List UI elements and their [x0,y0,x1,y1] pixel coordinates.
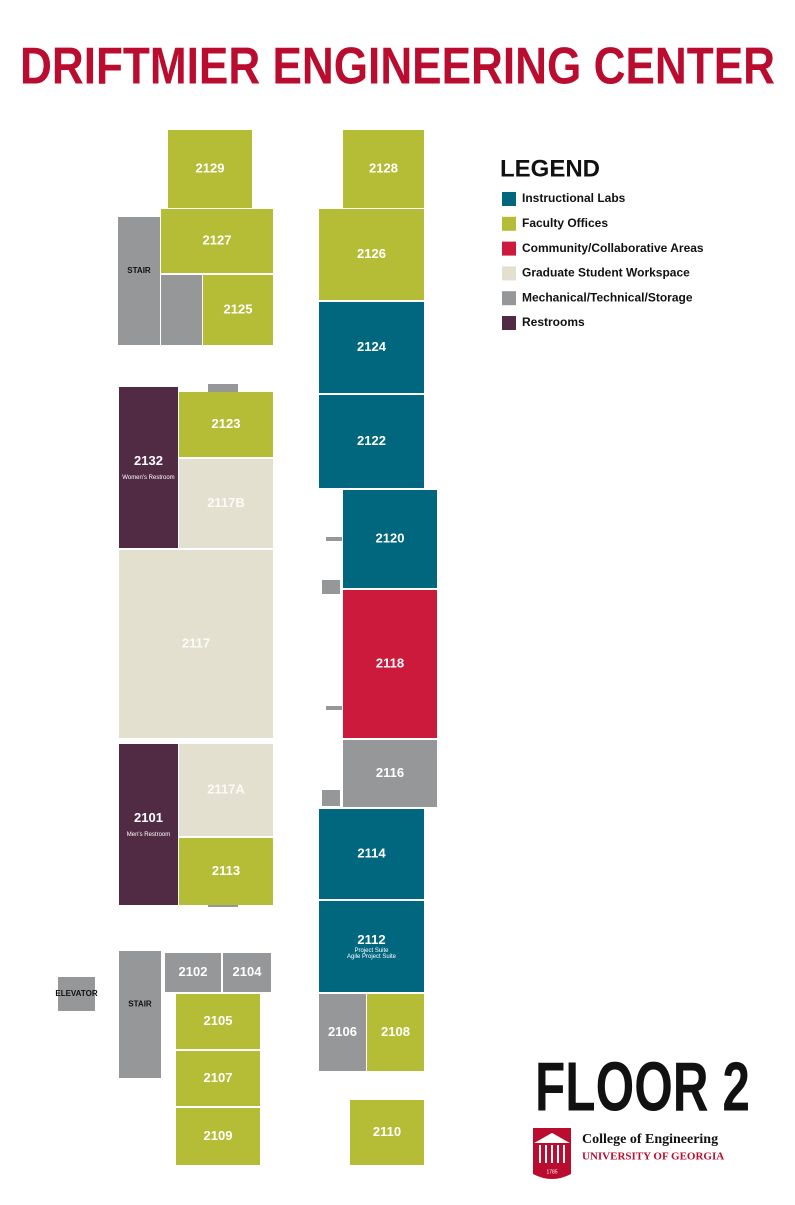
room-note: Project Suite [354,948,389,954]
legend-swatch [502,266,516,281]
room [350,1100,424,1165]
legend-item: Restrooms [522,315,585,329]
room-label: 2126 [357,246,386,261]
room-label: 2104 [233,964,263,979]
room [319,809,424,899]
room-label: 2116 [376,765,404,780]
room [319,901,424,992]
legend-item: Mechanical/Technical/Storage [522,290,693,304]
floor-label: FLOOR 2 [535,1047,750,1125]
room [319,395,424,488]
room-label: 2129 [196,160,225,175]
room [168,130,252,208]
legend-item: Graduate Student Workspace [522,266,690,280]
room-label: 2110 [373,1124,401,1139]
room-label: 2102 [179,964,208,979]
room [119,744,178,905]
room [179,744,273,836]
room-label: 2114 [357,845,386,860]
room [118,217,160,345]
room [319,209,424,300]
room-label: 2106 [328,1024,357,1039]
room-sublabel: Men's Restroom [127,832,171,838]
room [367,994,424,1071]
room-label: STAIR [128,1000,152,1009]
room [165,953,221,992]
room [223,953,271,992]
room-label: 2108 [381,1024,410,1039]
room-label: 2122 [357,433,386,448]
room [179,459,273,548]
room-sublabel: Women's Restroom [122,475,174,481]
legend-swatch [502,316,516,330]
legend-swatch [502,291,516,306]
logo-arch [534,1132,570,1163]
college: College of Engineering [582,1132,718,1147]
room-label: 2123 [212,416,241,431]
room-label: 2128 [369,160,398,175]
room [119,387,178,548]
legend-title: LEGEND [500,155,600,182]
room [203,275,273,345]
room-label: 2117B [207,495,245,510]
room [176,1108,260,1165]
legend: LEGEND [500,155,600,182]
logo-year: 1785 [546,1169,557,1175]
room-label: 2132 [134,453,163,468]
room-label: 2124 [357,339,387,354]
room-sublabel: Agile Project Suite [347,954,397,960]
room-label: 2107 [204,1070,233,1085]
room-label: 2101 [134,810,163,825]
room-label: 2117A [207,781,245,796]
logo: 1785 College of Engineering UNIVERSITY O… [533,1128,724,1179]
legend-item: Community/Collaborative Areas [522,241,704,255]
legend-swatch [502,192,516,206]
title: DRIFTMIER ENGINEERING CENTER [20,38,775,96]
legend-swatch [502,241,516,256]
room [119,951,161,1078]
room-label: 2118 [376,655,404,670]
room-label: STAIR [127,266,151,275]
room [179,392,273,457]
room-label: 2112 [357,932,385,947]
room [161,209,273,273]
room [319,302,424,393]
room-label: 2109 [204,1128,233,1143]
room-label: 2113 [212,863,240,878]
room-label: 2127 [203,232,232,247]
room-label: 2105 [204,1013,233,1028]
storage [161,275,202,345]
legend-item: Faculty Offices [522,216,608,230]
legend-swatch [502,216,516,231]
legend-item: Instructional Labs [522,191,626,205]
room [176,994,260,1049]
room [343,740,437,807]
room [176,1051,260,1106]
room [179,838,273,905]
room [58,977,95,1011]
room [119,550,273,738]
room [343,590,437,738]
room-label: 2120 [376,530,405,545]
room-label: 2117 [182,635,210,650]
university: UNIVERSITY OF GEORGIA [582,1151,724,1163]
room [319,994,366,1071]
room-label: ELEVATOR [55,989,97,998]
room [343,490,437,588]
room [343,130,424,208]
room-label: 2125 [224,301,253,316]
